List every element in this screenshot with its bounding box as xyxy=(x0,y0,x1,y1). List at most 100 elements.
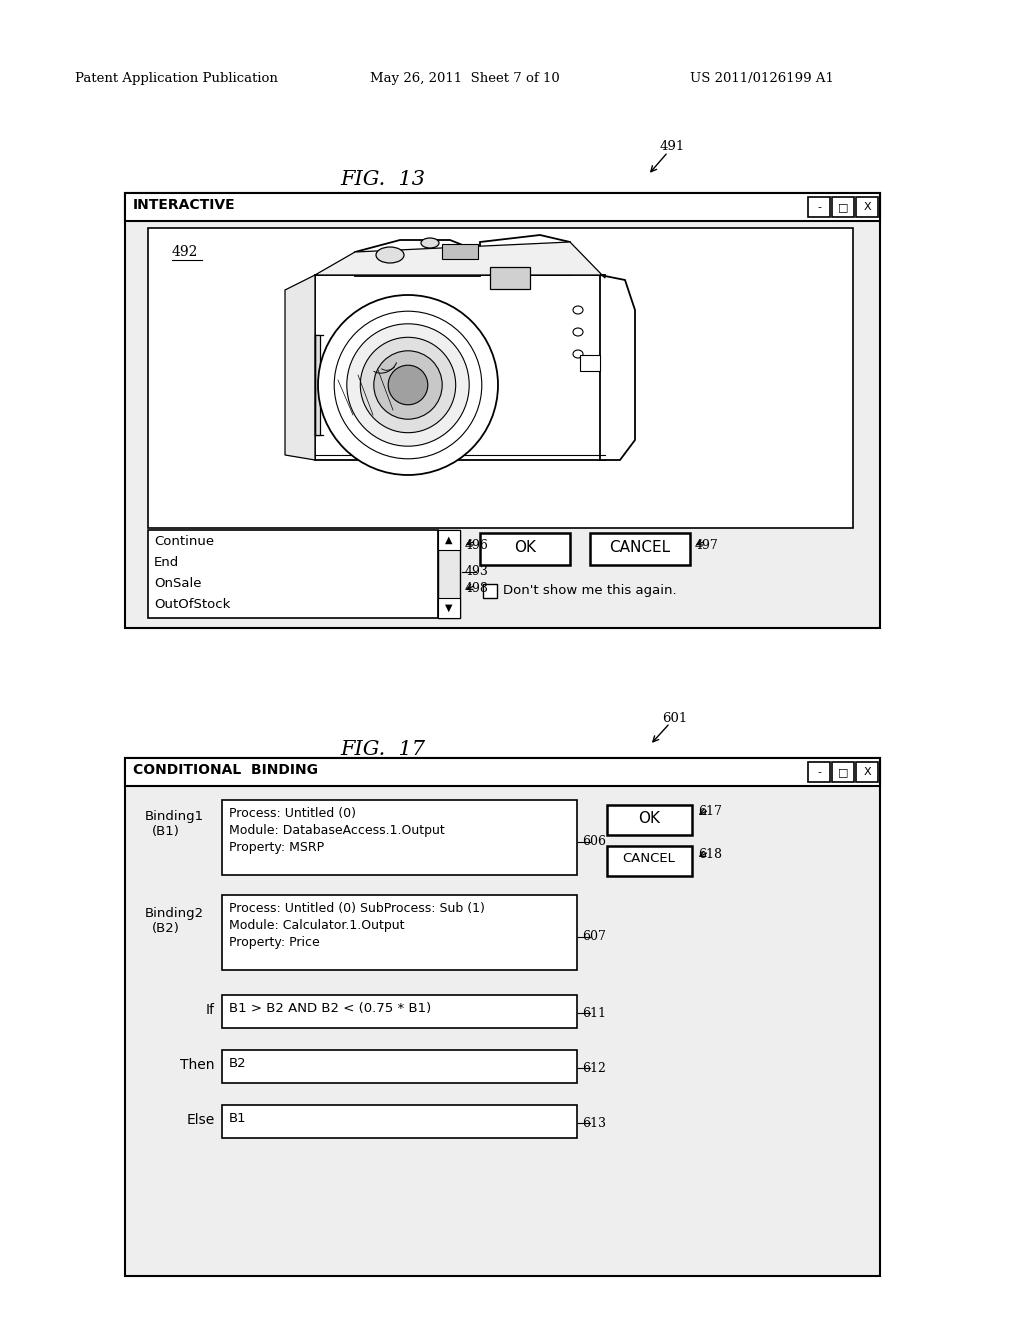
Text: 497: 497 xyxy=(695,539,719,552)
Ellipse shape xyxy=(360,338,456,433)
Bar xyxy=(831,197,854,216)
Text: 617: 617 xyxy=(698,805,722,818)
Ellipse shape xyxy=(376,247,404,263)
Bar xyxy=(222,895,577,970)
Text: Module: DatabaseAccess.1.Output: Module: DatabaseAccess.1.Output xyxy=(229,824,444,837)
Text: 493: 493 xyxy=(465,565,488,578)
Bar xyxy=(808,197,830,216)
Bar xyxy=(125,758,880,785)
Text: 492: 492 xyxy=(172,246,199,259)
Text: Module: Calculator.1.Output: Module: Calculator.1.Output xyxy=(229,919,404,932)
Text: OnSale: OnSale xyxy=(154,577,202,590)
Bar xyxy=(222,1105,577,1138)
Text: FIG.  13: FIG. 13 xyxy=(340,170,425,189)
Text: Then: Then xyxy=(180,1059,215,1072)
Bar xyxy=(490,267,530,289)
Bar xyxy=(483,583,497,598)
Text: Property: Price: Property: Price xyxy=(229,936,319,949)
Text: US 2011/0126199 A1: US 2011/0126199 A1 xyxy=(690,73,834,84)
Text: □: □ xyxy=(838,767,848,777)
Text: (B2): (B2) xyxy=(152,921,180,935)
Text: Don't show me this again.: Don't show me this again. xyxy=(503,583,677,597)
Ellipse shape xyxy=(318,294,498,475)
Text: B2: B2 xyxy=(229,1057,247,1071)
Text: CANCEL: CANCEL xyxy=(609,540,671,554)
Bar xyxy=(480,533,570,565)
Text: If: If xyxy=(206,1003,215,1016)
Text: B1: B1 xyxy=(229,1111,247,1125)
Text: ▼: ▼ xyxy=(445,603,453,612)
Text: 607: 607 xyxy=(582,931,606,942)
Text: 601: 601 xyxy=(662,711,687,725)
Bar xyxy=(148,531,438,618)
Text: Else: Else xyxy=(186,1113,215,1127)
Bar xyxy=(607,846,692,876)
Text: -: - xyxy=(817,202,821,213)
Text: X: X xyxy=(863,767,870,777)
Text: Binding2: Binding2 xyxy=(145,907,204,920)
Polygon shape xyxy=(315,242,605,279)
Text: ▲: ▲ xyxy=(445,535,453,545)
Bar xyxy=(125,193,880,628)
Bar xyxy=(125,758,880,1276)
Ellipse shape xyxy=(573,306,583,314)
Bar xyxy=(831,762,854,781)
Text: Continue: Continue xyxy=(154,535,214,548)
Text: CONDITIONAL  BINDING: CONDITIONAL BINDING xyxy=(133,763,318,777)
Ellipse shape xyxy=(421,238,439,248)
Bar xyxy=(438,531,460,550)
Text: 618: 618 xyxy=(698,847,722,861)
Ellipse shape xyxy=(347,323,469,446)
Text: □: □ xyxy=(838,202,848,213)
Text: Binding1: Binding1 xyxy=(145,810,204,822)
Bar xyxy=(438,531,460,618)
Text: FIG.  17: FIG. 17 xyxy=(340,741,425,759)
Bar xyxy=(856,197,878,216)
Text: CANCEL: CANCEL xyxy=(623,851,676,865)
Text: -: - xyxy=(817,767,821,777)
Ellipse shape xyxy=(573,350,583,358)
Text: End: End xyxy=(154,556,179,569)
Text: 612: 612 xyxy=(582,1063,606,1074)
Text: May 26, 2011  Sheet 7 of 10: May 26, 2011 Sheet 7 of 10 xyxy=(370,73,560,84)
Ellipse shape xyxy=(334,312,482,459)
Polygon shape xyxy=(355,240,480,276)
Bar xyxy=(125,193,880,220)
Bar xyxy=(607,805,692,836)
Polygon shape xyxy=(285,275,315,459)
Text: Process: Untitled (0) SubProcess: Sub (1): Process: Untitled (0) SubProcess: Sub (1… xyxy=(229,902,485,915)
Bar xyxy=(856,762,878,781)
Text: 496: 496 xyxy=(465,539,488,552)
Text: 491: 491 xyxy=(660,140,685,153)
Text: 613: 613 xyxy=(582,1117,606,1130)
Bar xyxy=(148,228,853,528)
Text: (B1): (B1) xyxy=(152,825,180,838)
Text: 498: 498 xyxy=(465,582,488,595)
Text: B1 > B2 AND B2 < (0.75 * B1): B1 > B2 AND B2 < (0.75 * B1) xyxy=(229,1002,431,1015)
Text: INTERACTIVE: INTERACTIVE xyxy=(133,198,236,213)
Text: Property: MSRP: Property: MSRP xyxy=(229,841,325,854)
Bar xyxy=(222,1049,577,1082)
Text: OK: OK xyxy=(514,540,536,554)
Text: Process: Untitled (0): Process: Untitled (0) xyxy=(229,807,356,820)
Bar xyxy=(222,995,577,1028)
Polygon shape xyxy=(480,235,570,275)
Bar xyxy=(315,335,319,436)
Text: X: X xyxy=(863,202,870,213)
Ellipse shape xyxy=(388,366,428,405)
Text: OK: OK xyxy=(638,810,660,826)
Text: 606: 606 xyxy=(582,836,606,847)
Bar xyxy=(222,800,577,875)
Polygon shape xyxy=(600,275,635,459)
Bar xyxy=(590,533,690,565)
Text: 611: 611 xyxy=(582,1007,606,1020)
Ellipse shape xyxy=(573,327,583,337)
Bar xyxy=(442,244,478,259)
Bar xyxy=(438,598,460,618)
Bar xyxy=(808,762,830,781)
Text: Patent Application Publication: Patent Application Publication xyxy=(75,73,278,84)
Ellipse shape xyxy=(374,351,442,420)
Bar xyxy=(580,355,600,371)
Bar xyxy=(315,275,605,459)
Text: OutOfStock: OutOfStock xyxy=(154,598,230,611)
